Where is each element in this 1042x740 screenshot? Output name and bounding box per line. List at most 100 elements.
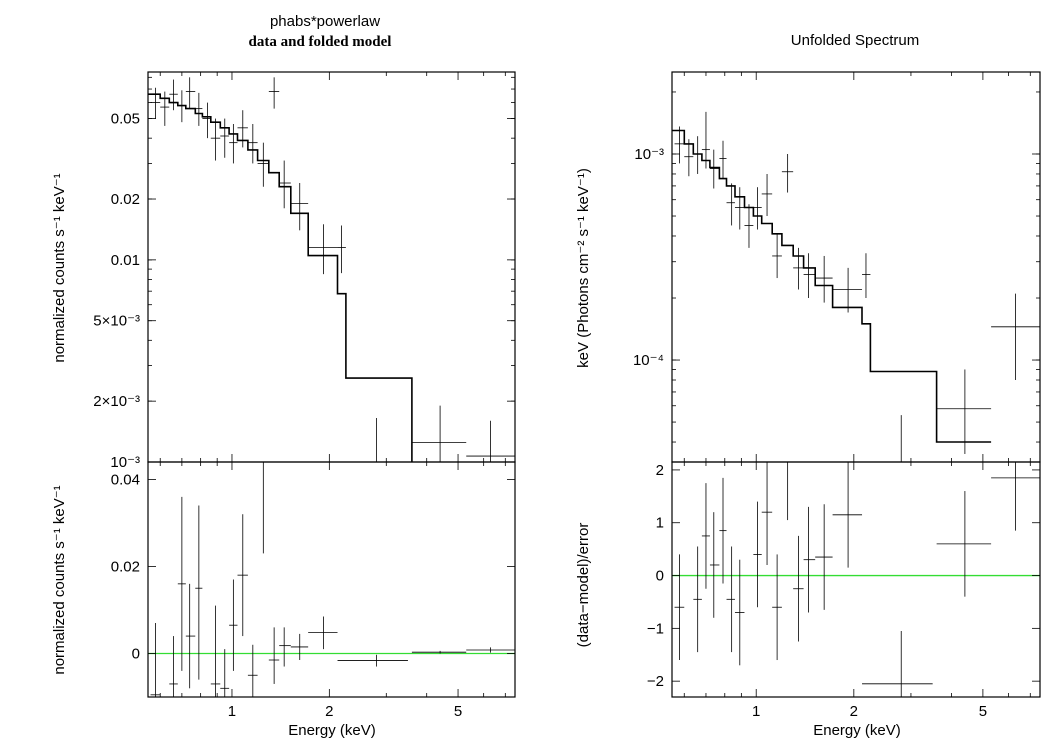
data-point xyxy=(268,627,280,684)
data-point xyxy=(411,405,467,462)
data-point xyxy=(793,247,804,290)
data-point xyxy=(308,616,338,650)
data-point xyxy=(150,623,161,697)
data-point xyxy=(693,546,702,653)
y-tick-label: −1 xyxy=(647,620,664,637)
data-point xyxy=(220,649,230,697)
data-point xyxy=(337,225,346,274)
x-tick-label: 5 xyxy=(454,703,462,720)
y-tick-label: 0.01 xyxy=(111,252,140,269)
data-point xyxy=(709,149,720,189)
data-point xyxy=(257,142,269,187)
x-tick-label: 2 xyxy=(850,703,858,720)
ylabel-left-bottom: normalized counts s⁻¹ keV⁻¹ xyxy=(51,485,68,674)
left-title: phabs*powerlaw xyxy=(270,13,380,30)
data-point xyxy=(862,630,933,697)
data-point xyxy=(734,187,745,230)
data-point xyxy=(734,559,745,666)
data-point xyxy=(210,605,221,697)
data-point xyxy=(195,505,203,680)
data-point xyxy=(991,462,1040,531)
data-point xyxy=(229,124,238,164)
data-point xyxy=(185,583,196,689)
data-point xyxy=(991,293,1040,381)
xlabel-right: Energy (keV) xyxy=(813,722,901,739)
data-point xyxy=(753,501,762,608)
y-tick-label: 2 xyxy=(656,462,664,479)
y-tick-label: 10⁻³ xyxy=(634,146,664,163)
data-point xyxy=(279,627,291,667)
panel-ratio-residuals: 1 2 5 2 1 0 −1 −2 xyxy=(647,461,1041,720)
data-point xyxy=(719,140,727,179)
data-point xyxy=(177,496,186,671)
data-point xyxy=(210,118,221,161)
data-point xyxy=(781,153,794,193)
data-point xyxy=(202,102,211,139)
x-tick-label: 1 xyxy=(228,703,236,720)
x-tick-label: 5 xyxy=(979,703,987,720)
data-point xyxy=(744,204,754,248)
axes-frame xyxy=(147,71,516,463)
x-tick-label: 2 xyxy=(325,703,333,720)
y-tick-label: 5×10⁻³ xyxy=(93,313,140,330)
data-point xyxy=(220,118,230,158)
axes-frame xyxy=(671,461,1041,698)
data-point xyxy=(308,224,338,275)
model-step-line xyxy=(148,93,413,462)
plot-area xyxy=(148,77,515,462)
panel-unfolded: 10⁻³ 10⁻⁴ xyxy=(633,71,1041,463)
model-step-line xyxy=(672,129,992,443)
data-point xyxy=(815,255,833,303)
data-point xyxy=(832,267,863,313)
ylabel-right-top: keV (Photons cm⁻² s⁻¹ keV⁻¹) xyxy=(575,168,592,368)
data-point xyxy=(169,636,178,697)
data-point xyxy=(793,535,804,642)
data-point xyxy=(726,546,735,653)
panel-counts-residuals: 1 2 5 0.04 0.02 0 xyxy=(111,461,516,720)
data-point xyxy=(290,633,309,661)
y-tick-label: 0.02 xyxy=(111,558,140,575)
data-point xyxy=(247,644,258,697)
data-point xyxy=(411,650,467,654)
data-point xyxy=(719,477,727,584)
data-point xyxy=(815,504,833,610)
y-tick-label: 2×10⁻³ xyxy=(93,393,140,410)
data-point xyxy=(701,483,710,589)
left-subtitle: data and folded model xyxy=(249,34,392,50)
data-point xyxy=(185,77,196,109)
y-tick-label: 10⁻³ xyxy=(110,454,140,471)
data-point xyxy=(674,126,685,164)
y-tick-label: 0.04 xyxy=(111,471,140,488)
x-tick-label: 1 xyxy=(752,703,760,720)
y-tick-label: 10⁻⁴ xyxy=(633,352,664,369)
y-tick-label: 1 xyxy=(656,515,664,532)
data-point xyxy=(772,554,782,661)
plot-area xyxy=(672,111,1040,462)
data-point xyxy=(268,77,280,109)
ylabel-right-bottom: (data−model)/error xyxy=(575,523,592,648)
y-tick-label: 0.02 xyxy=(111,191,140,208)
data-point xyxy=(761,173,773,217)
data-point xyxy=(832,462,863,568)
y-tick-label: −2 xyxy=(647,673,664,690)
data-point xyxy=(247,124,258,164)
data-point xyxy=(466,647,515,653)
data-point xyxy=(150,87,161,119)
data-point xyxy=(726,183,735,226)
data-point xyxy=(936,491,992,597)
data-point xyxy=(803,506,816,613)
data-point xyxy=(709,512,720,618)
data-point xyxy=(279,160,291,209)
data-point xyxy=(466,420,515,462)
data-point xyxy=(237,514,248,637)
data-point xyxy=(169,79,178,111)
plot-area xyxy=(672,462,1040,697)
data-point xyxy=(753,187,762,230)
data-point xyxy=(195,92,203,126)
panel-counts: 0.05 0.02 0.01 5×10⁻³ 2×10⁻³ 10⁻³ xyxy=(93,71,516,471)
y-tick-label: 0 xyxy=(656,568,664,585)
data-point xyxy=(337,654,408,667)
data-point xyxy=(160,91,170,126)
data-point xyxy=(229,579,238,671)
